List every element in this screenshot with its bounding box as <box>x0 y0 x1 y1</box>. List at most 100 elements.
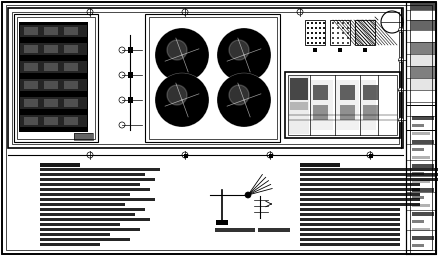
Bar <box>361 80 376 130</box>
Bar <box>412 180 430 183</box>
Bar <box>74 133 93 140</box>
Bar <box>300 208 400 211</box>
Circle shape <box>119 47 125 53</box>
Bar <box>337 42 339 44</box>
Bar <box>412 220 424 223</box>
Bar <box>40 178 155 181</box>
Bar <box>289 76 309 134</box>
Bar <box>40 193 130 196</box>
Bar <box>315 42 317 44</box>
Circle shape <box>119 72 125 78</box>
Bar <box>215 228 255 232</box>
Bar <box>20 97 87 109</box>
Circle shape <box>229 85 249 105</box>
Bar <box>411 78 435 90</box>
Bar <box>412 140 434 144</box>
Circle shape <box>267 152 273 158</box>
Bar <box>412 196 424 199</box>
Circle shape <box>217 28 271 82</box>
Bar <box>412 172 424 175</box>
Bar <box>40 173 145 176</box>
Circle shape <box>155 28 209 82</box>
Bar <box>290 78 308 100</box>
Bar <box>300 183 420 186</box>
Bar <box>313 85 328 100</box>
Bar <box>269 154 273 158</box>
Bar <box>412 212 434 216</box>
Bar <box>24 99 38 107</box>
Bar <box>128 47 133 53</box>
Bar <box>64 27 78 35</box>
Bar <box>363 85 378 100</box>
Bar <box>340 105 355 120</box>
Bar <box>44 45 58 53</box>
Bar <box>40 208 145 211</box>
Bar <box>20 79 87 91</box>
Bar <box>24 117 38 125</box>
Bar <box>44 63 58 71</box>
Bar <box>337 37 339 39</box>
Bar <box>64 45 78 53</box>
Bar <box>307 32 309 34</box>
Bar <box>40 163 80 167</box>
Bar <box>307 22 309 24</box>
Bar <box>305 20 325 45</box>
Bar <box>315 37 317 39</box>
Bar <box>332 27 334 29</box>
Bar <box>412 156 430 159</box>
Bar <box>411 54 435 66</box>
Bar <box>411 2 435 10</box>
Bar <box>311 22 313 24</box>
Bar <box>20 61 87 73</box>
Bar <box>300 238 400 241</box>
Bar <box>323 27 325 29</box>
Bar <box>184 154 188 158</box>
Circle shape <box>217 73 271 127</box>
Bar <box>300 173 438 176</box>
Bar <box>44 81 58 89</box>
Bar <box>20 43 87 55</box>
Bar <box>337 27 339 29</box>
Bar <box>40 243 100 246</box>
Bar <box>412 132 430 135</box>
Bar <box>332 37 334 39</box>
Bar <box>412 228 430 231</box>
Bar <box>342 22 344 24</box>
Circle shape <box>399 118 403 123</box>
Bar <box>412 148 424 151</box>
Bar <box>300 188 420 191</box>
Bar <box>300 203 420 206</box>
Bar <box>311 42 313 44</box>
Bar <box>411 20 435 30</box>
Bar <box>319 32 321 34</box>
Bar <box>300 163 340 167</box>
Bar <box>342 27 344 29</box>
Bar <box>315 22 317 24</box>
Bar <box>332 42 334 44</box>
Bar <box>300 198 420 201</box>
Bar <box>406 2 436 254</box>
Bar <box>40 213 135 216</box>
Bar <box>347 37 349 39</box>
Bar <box>411 66 435 78</box>
Bar <box>338 48 342 52</box>
Bar <box>347 32 349 34</box>
Bar <box>337 32 339 34</box>
Bar <box>311 27 313 29</box>
Bar <box>323 22 325 24</box>
Bar <box>315 32 317 34</box>
Bar <box>40 223 120 226</box>
Bar <box>412 188 434 192</box>
Bar <box>64 63 78 71</box>
Bar <box>40 168 160 171</box>
Bar <box>319 42 321 44</box>
Bar <box>285 72 400 138</box>
Bar <box>332 32 334 34</box>
Bar <box>64 81 78 89</box>
Bar <box>40 233 110 236</box>
Bar <box>74 133 93 140</box>
Circle shape <box>399 27 403 33</box>
Circle shape <box>119 122 125 128</box>
Bar <box>8 8 403 148</box>
Bar <box>363 105 378 120</box>
